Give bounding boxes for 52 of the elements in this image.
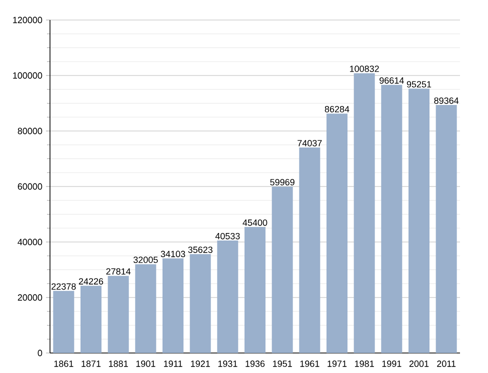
x-tick-label: 1871 (82, 360, 101, 367)
data-label: 59969 (270, 179, 294, 186)
x-tick-label: 1921 (191, 360, 210, 367)
data-label: 89364 (434, 97, 459, 104)
bar (326, 114, 348, 353)
bar (381, 84, 402, 353)
x-tick-label: 2011 (437, 360, 456, 367)
data-label: 45400 (242, 219, 268, 226)
data-label: 74037 (298, 140, 322, 146)
data-label: 35623 (188, 246, 212, 253)
bar (53, 290, 74, 353)
x-tick-label: 2001 (409, 360, 429, 367)
bar (244, 227, 266, 353)
x-tick-label: 1881 (109, 360, 128, 367)
x-tick-label: 1991 (382, 360, 402, 367)
x-tick-label: 1971 (328, 360, 347, 367)
bar (272, 186, 293, 353)
data-label: 22378 (52, 283, 76, 290)
y-tick-label: 60000 (18, 183, 42, 190)
x-tick-label: 1901 (136, 360, 156, 367)
y-tick-label: 120000 (13, 16, 42, 24)
data-label: 40533 (215, 232, 240, 240)
bar (354, 73, 375, 353)
bar (135, 264, 156, 353)
data-label: 96614 (380, 77, 404, 84)
data-label: 100832 (350, 66, 379, 72)
x-tick-label: 1931 (218, 360, 238, 367)
x-tick-label: 1861 (54, 360, 74, 367)
y-tick-label: 40000 (18, 238, 42, 246)
x-tick-label: 1951 (273, 360, 292, 367)
bar (162, 258, 184, 353)
bar (408, 88, 430, 353)
bar (436, 105, 457, 353)
x-tick-label: 1911 (164, 360, 182, 367)
bar (108, 276, 129, 353)
data-label: 95251 (406, 81, 432, 88)
bar (190, 254, 211, 353)
y-tick-label: 100000 (13, 72, 42, 79)
data-label: 27814 (106, 268, 131, 275)
y-tick-label: 0 (38, 350, 42, 356)
x-tick-label: 1936 (246, 360, 265, 367)
bar (80, 286, 102, 353)
bar (299, 148, 320, 353)
x-tick-label: 1981 (355, 360, 374, 367)
data-label: 34103 (160, 250, 186, 258)
y-tick-label: 80000 (18, 128, 42, 134)
x-tick-label: 1961 (300, 360, 320, 367)
bar (217, 240, 238, 353)
data-label: 86284 (324, 106, 350, 112)
y-tick-label: 20000 (18, 294, 42, 301)
data-label: 24226 (78, 278, 104, 285)
data-label: 32005 (134, 256, 158, 263)
